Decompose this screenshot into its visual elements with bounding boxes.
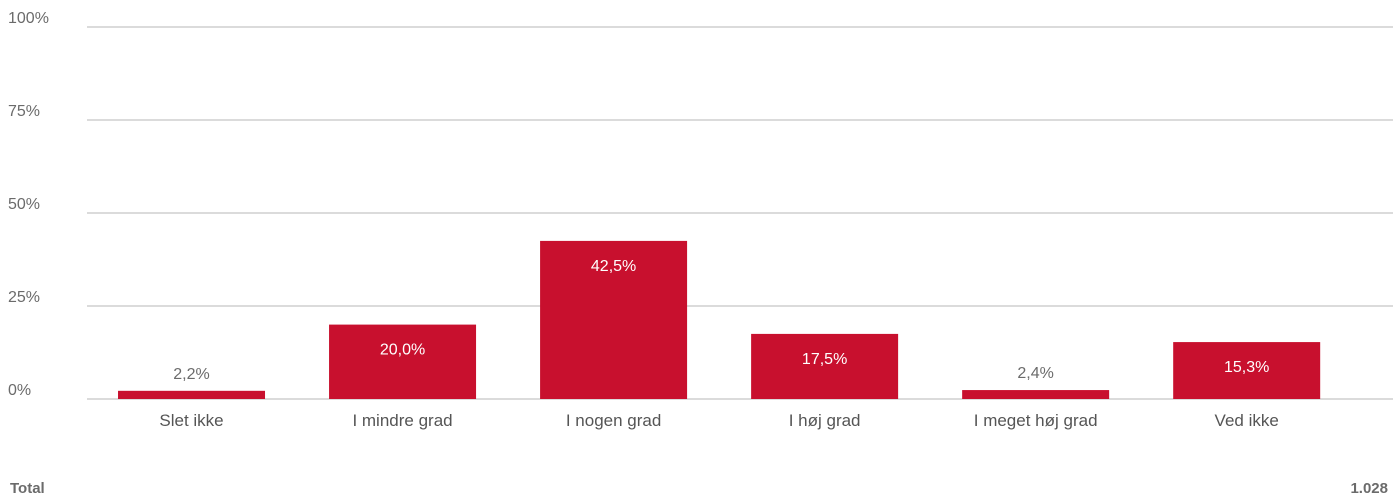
y-tick-label: 75% <box>8 103 40 120</box>
total-value: 1.028 <box>1350 480 1388 497</box>
footer: Total 1.028 <box>0 480 1393 500</box>
y-tick-label: 100% <box>8 10 49 27</box>
y-tick-label: 25% <box>8 289 40 306</box>
data-label: 2,2% <box>173 366 209 383</box>
bar <box>1173 342 1321 399</box>
data-label: 15,3% <box>1224 359 1269 376</box>
bar <box>962 390 1110 399</box>
category-label: I mindre grad <box>352 411 452 430</box>
bar <box>751 333 899 399</box>
bar <box>540 240 688 399</box>
total-label: Total <box>10 480 45 497</box>
data-label: 20,0% <box>380 342 425 359</box>
bar-chart: 0% 25% 50% 75% 100% 2,2% Slet ikke 20,0% I mindr… <box>8 10 1393 430</box>
category-label: I meget høj grad <box>974 411 1098 430</box>
bar <box>329 324 477 399</box>
category-label: I høj grad <box>789 411 861 430</box>
data-label: 2,4% <box>1017 365 1053 382</box>
bar <box>118 390 266 399</box>
y-tick-label: 0% <box>8 382 31 399</box>
category-label: Slet ikke <box>159 411 223 430</box>
category-label: Ved ikke <box>1215 411 1279 430</box>
category-label: I nogen grad <box>566 411 661 430</box>
data-label: 42,5% <box>591 258 636 275</box>
data-label: 17,5% <box>802 351 847 368</box>
y-tick-label: 50% <box>8 196 40 213</box>
